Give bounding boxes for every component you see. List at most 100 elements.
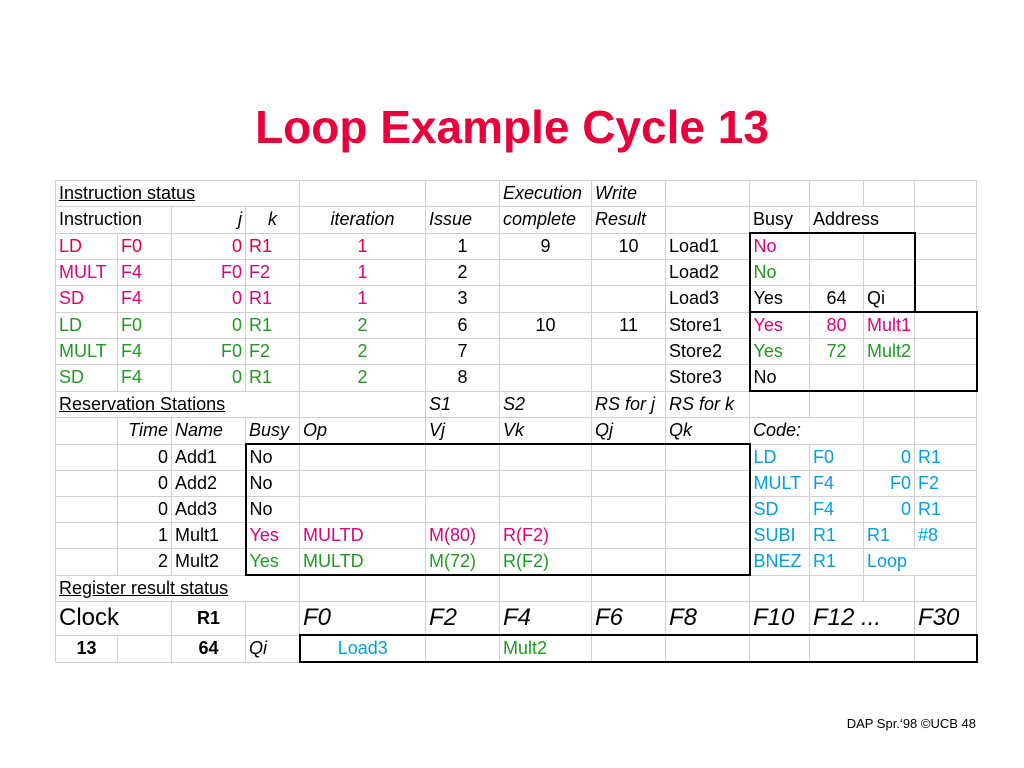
instr-issue: 8 xyxy=(425,364,500,392)
address-header: Address xyxy=(808,206,916,234)
instr-issue: 2 xyxy=(425,259,500,286)
reg-f0-value: Load3 xyxy=(298,634,426,663)
instr-exec xyxy=(499,364,592,392)
rs-time: 0 xyxy=(117,496,172,523)
instr-issue: 6 xyxy=(425,311,500,339)
ls-address: 72 xyxy=(809,338,864,365)
instr-k: 0 xyxy=(171,232,246,260)
code-arg-a: F4 xyxy=(809,470,864,497)
table-row: SD F4 0 R1 1 3 Load3 Yes 64 Qi xyxy=(55,285,978,313)
rs-busy: No xyxy=(244,470,300,497)
s1-header: S1 xyxy=(425,390,500,418)
rs-busy: No xyxy=(244,443,300,471)
ls-name: Load1 xyxy=(665,232,750,260)
ls-busy: Yes xyxy=(748,311,810,339)
rs-vj xyxy=(425,443,500,471)
instruction-header-row: Instruction j k iteration Issue complete… xyxy=(55,206,978,234)
ls-busy: No xyxy=(748,232,810,260)
ls-busy: No xyxy=(748,364,810,392)
table-row: 0 Add2 No MULT F4 F0 F2 xyxy=(55,470,978,497)
ls-name: Store1 xyxy=(665,311,750,339)
ls-qi: Mult2 xyxy=(862,338,916,365)
slide-footer: DAP Spr.‘98 ©UCB 48 xyxy=(846,716,976,731)
code-arg-b: F0 xyxy=(862,470,916,497)
rs-vj: M(72) xyxy=(425,548,500,576)
rs-qj xyxy=(591,548,666,576)
reg-f30-header: F30 xyxy=(914,601,978,636)
reservation-stations-title-row: Reservation Stations S1 S2 RS for j RS f… xyxy=(55,390,978,418)
rs-vj xyxy=(425,496,500,523)
reservation-header-row: Time Name Busy Op Vj Vk Qj Qk Code: xyxy=(55,417,978,445)
instruction-header: Instruction xyxy=(55,206,172,234)
code-op: SUBI xyxy=(749,522,810,549)
code-op: LD xyxy=(749,443,810,471)
reg-f2-value xyxy=(425,634,500,663)
rs-for-j-header: RS for j xyxy=(591,390,666,418)
instruction-status-title-row: Instruction status Execution Write xyxy=(55,180,978,207)
table-row: SD F4 0 R1 2 8 Store3 No xyxy=(55,364,978,392)
rs-vj xyxy=(425,470,500,497)
code-header: Code: xyxy=(749,417,864,445)
rs-qj xyxy=(591,496,666,523)
rs-op: MULTD xyxy=(299,522,426,549)
execution-header: Execution xyxy=(499,180,592,207)
qi-label: Qi xyxy=(245,634,300,663)
instr-issue: 7 xyxy=(425,338,500,365)
code-arg-c: F2 xyxy=(914,470,978,497)
name-header: Name xyxy=(171,417,246,445)
instr-issue: 1 xyxy=(425,232,500,260)
instr-iteration: 1 xyxy=(299,285,426,313)
instr-k: F0 xyxy=(171,338,246,365)
instr-reg: F2 xyxy=(245,338,300,365)
ls-name: Store3 xyxy=(665,364,750,392)
qj-header: Qj xyxy=(591,417,666,445)
ls-name: Store2 xyxy=(665,338,750,365)
tomasulo-table: Instruction status Execution Write Instr… xyxy=(55,180,978,663)
ls-qi: Qi xyxy=(862,285,916,313)
instr-k: 0 xyxy=(171,285,246,313)
rs-time: 1 xyxy=(117,522,172,549)
ls-name: Load3 xyxy=(665,285,750,313)
table-row: LD F0 0 R1 2 6 10 11 Store1 Yes 80 Mult1 xyxy=(55,311,978,339)
instr-iteration: 2 xyxy=(299,311,426,339)
instr-k: 0 xyxy=(171,364,246,392)
table-row: LD F0 0 R1 1 1 9 10 Load1 No xyxy=(55,232,978,260)
reg-f12-value xyxy=(808,634,916,663)
reg-f4-value: Mult2 xyxy=(499,634,592,663)
rs-for-k-header: RS for k xyxy=(665,390,750,418)
table-row: MULT F4 F0 F2 2 7 Store2 Yes 72 Mult2 xyxy=(55,338,978,365)
register-header-row: Clock R1 F0 F2 F4 F6 F8 F10 F12 ... F30 xyxy=(55,601,978,636)
iteration-header: iteration xyxy=(299,206,426,234)
instruction-status-title: Instruction status xyxy=(55,180,300,207)
table-row: 0 Add1 No LD F0 0 R1 xyxy=(55,443,978,471)
ls-busy: Yes xyxy=(748,338,810,365)
rs-op xyxy=(299,470,426,497)
rs-qk xyxy=(665,470,751,497)
instr-op: SD xyxy=(55,285,118,313)
instr-j: F4 xyxy=(117,285,172,313)
rs-time: 0 xyxy=(117,443,172,471)
rs-qk xyxy=(665,496,751,523)
instr-j: F4 xyxy=(117,259,172,286)
rs-qj xyxy=(591,470,666,497)
rs-busy: No xyxy=(244,496,300,523)
instr-exec xyxy=(499,259,592,286)
code-arg-a: R1 xyxy=(809,522,864,549)
code-arg-b: 0 xyxy=(862,496,916,523)
instr-iteration: 1 xyxy=(299,259,426,286)
rs-op xyxy=(299,443,426,471)
instr-op: MULT xyxy=(55,338,118,365)
code-op: MULT xyxy=(749,470,810,497)
ls-address xyxy=(809,364,864,392)
code-arg-c: #8 xyxy=(914,522,978,549)
instr-exec: 10 xyxy=(499,311,592,339)
reg-f10-value xyxy=(749,634,810,663)
r1-value: 64 xyxy=(171,634,246,663)
instr-op: LD xyxy=(55,311,118,339)
rs-vk xyxy=(499,470,592,497)
register-result-title: Register result status xyxy=(55,574,300,602)
reg-f4-header: F4 xyxy=(499,601,592,636)
instr-j: F0 xyxy=(117,232,172,260)
slide-title: Loop Example Cycle 13 xyxy=(255,101,769,153)
rs-name: Mult2 xyxy=(171,548,246,576)
